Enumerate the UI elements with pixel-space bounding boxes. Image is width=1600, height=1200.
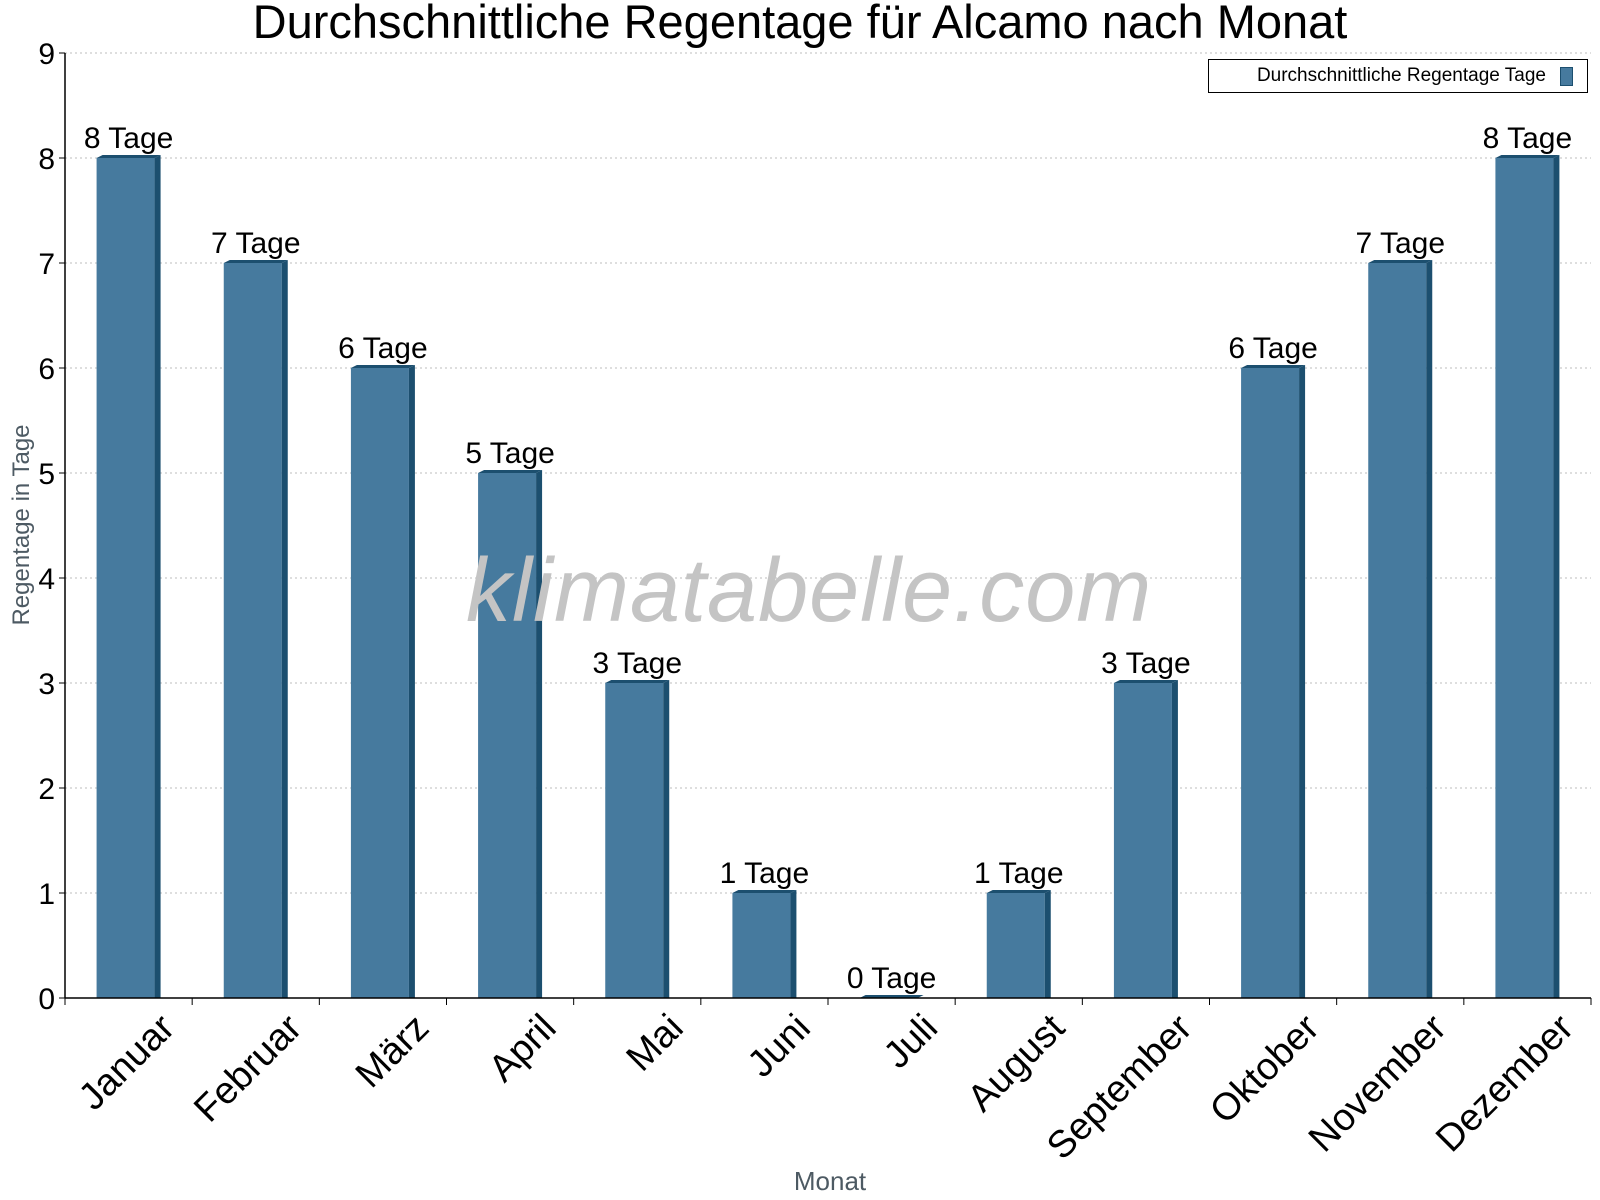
y-tick-label: 0 [38,983,55,1016]
bar-top [605,680,670,683]
bar [986,893,1045,998]
x-tick-label: Mai [619,1007,692,1080]
bar [1241,368,1300,998]
data-label: 3 Tage [1101,647,1191,680]
x-tick-label: Februar [186,1006,310,1130]
legend-swatch [1560,66,1573,86]
gridlines [65,52,1591,894]
bar-top [1368,260,1433,263]
y-tick-label: 1 [38,878,55,911]
bar-top [1495,155,1560,158]
bar-side [408,365,415,998]
x-tick-label: Juli [876,1007,946,1077]
data-labels: 8 Tage 7 Tage 6 Tage 5 Tage 3 Tage 1 Tage 0 Ta… [84,122,1572,995]
data-label: 7 Tage [211,227,301,260]
bar-top [986,890,1051,893]
bar-side [1044,890,1051,998]
data-label: 1 Tage [720,857,810,890]
bar [732,893,791,998]
bar-side [154,155,161,998]
bar-side [663,680,670,998]
x-tick-label: Dezember [1428,1006,1582,1160]
bar [605,683,664,998]
x-axis-label: Monat [793,1166,867,1196]
bar-top [732,890,797,893]
x-tick-label: Januar [71,1006,183,1118]
data-label: 0 Tage [847,962,937,995]
bar-side [536,470,543,998]
bar-top [1113,680,1178,683]
bar-side [1553,155,1560,998]
bar-top [1241,365,1306,368]
y-tick-label: 6 [38,353,55,386]
bar [96,158,155,998]
x-tick-label: Juni [740,1007,819,1086]
bar [223,263,282,998]
y-tick-label: 3 [38,668,55,701]
x-tick-label: April [481,1007,564,1090]
y-tick-label: 2 [38,773,55,806]
bar [1495,158,1554,998]
bar [1368,263,1427,998]
bar-side [790,890,797,998]
x-tick-label: August [960,1006,1074,1120]
y-tick-label: 4 [38,563,55,596]
bar [1113,683,1172,998]
chart-title: Durchschnittliche Regentage für Alcamo n… [252,0,1348,48]
bar [478,473,537,998]
bars [96,155,1560,998]
watermark: klimatabelle.com [466,541,1153,641]
bar-side [281,260,288,998]
x-tick-label: November [1301,1006,1455,1160]
legend: Durchschnittliche Regentage Tage [1208,59,1588,93]
bar-top [478,470,543,473]
y-tick-label: 5 [38,458,55,491]
bar-top [96,155,161,158]
bar-top [350,365,415,368]
data-label: 8 Tage [84,122,174,155]
y-tick-label: 9 [38,38,55,71]
data-label: 5 Tage [465,437,555,470]
y-axis-label-text: Regentage in Tage [8,424,35,626]
bar [350,368,409,998]
bar-side [1299,365,1306,998]
x-tick-label: März [348,1007,437,1096]
data-label: 6 Tage [338,332,428,365]
data-label: 6 Tage [1228,332,1318,365]
y-tick-label: 8 [38,143,55,176]
data-label: 8 Tage [1483,122,1573,155]
bar-side [1171,680,1178,998]
legend-label: Durchschnittliche Regentage Tage [1256,65,1546,86]
data-label: 3 Tage [592,647,682,680]
x-tick-label: Oktober [1202,1006,1328,1132]
y-tick-label: 7 [38,248,55,281]
data-label: 1 Tage [974,857,1064,890]
bar-top [223,260,288,263]
data-label: 7 Tage [1355,227,1445,260]
bar-side [1426,260,1433,998]
